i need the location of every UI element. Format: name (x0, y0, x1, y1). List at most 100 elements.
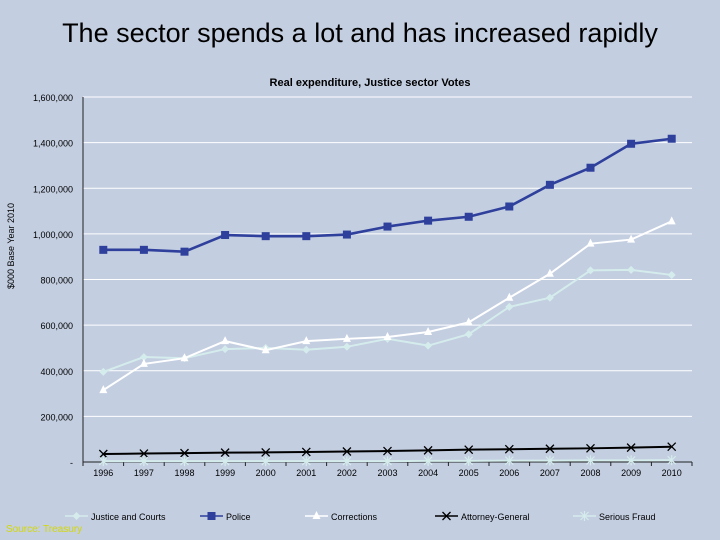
data-point (302, 336, 311, 345)
series-layer (98, 134, 677, 467)
y-tick-label: 1,200,000 (33, 184, 73, 194)
series-attorney-general (98, 442, 677, 459)
data-point (586, 443, 595, 453)
x-tick-label: 2007 (540, 468, 560, 478)
data-point (139, 358, 148, 367)
data-point (442, 511, 451, 521)
data-point (99, 385, 108, 394)
series-line (102, 220, 673, 391)
data-point (302, 232, 311, 241)
data-point (545, 180, 554, 189)
data-point (505, 292, 514, 301)
y-tick-label: 600,000 (40, 321, 73, 331)
x-tick-label: 1997 (134, 468, 154, 478)
legend-item: Corrections (305, 511, 378, 522)
axes: - 200,000 400,000 600,000 800,000 1,000,000 1,… (33, 93, 693, 478)
data-point (221, 336, 230, 345)
data-point (504, 444, 514, 454)
y-tick-label: - (70, 458, 73, 468)
chart-title: Real expenditure, Justice sector Votes (270, 77, 471, 89)
data-point (626, 443, 636, 453)
data-point (423, 455, 433, 466)
legend-label: Serious Fraud (599, 512, 656, 522)
x-tick-label: 2002 (337, 468, 357, 478)
data-point (667, 455, 677, 466)
data-point (342, 230, 351, 239)
data-point (220, 456, 230, 467)
legend-item: Attorney-General (435, 511, 530, 522)
data-point (261, 345, 270, 354)
data-point (545, 444, 555, 454)
data-point (586, 163, 595, 172)
data-point (586, 238, 595, 247)
slide-title: The sector spends a lot and has increase… (62, 18, 658, 48)
x-tick-label: 2010 (662, 468, 682, 478)
grid-lines (83, 96, 692, 417)
x-tick-label: 2008 (580, 468, 600, 478)
data-point (505, 302, 514, 311)
series-corrections (99, 216, 676, 394)
data-point (383, 331, 392, 340)
data-point (139, 449, 149, 459)
x-tick-label: 2005 (459, 468, 479, 478)
data-point (180, 456, 189, 467)
data-point (207, 512, 216, 520)
legend-label: Police (226, 512, 251, 522)
data-point (667, 134, 676, 143)
data-point (383, 222, 392, 231)
data-point (667, 442, 677, 452)
data-point (99, 367, 108, 376)
data-point (221, 231, 230, 240)
data-point (221, 345, 230, 354)
x-tick-label: 2004 (418, 468, 438, 478)
x-tick-label: 1996 (93, 468, 113, 478)
legend-label: Attorney-General (461, 512, 530, 522)
data-point (98, 456, 108, 467)
x-tick-label: 2003 (377, 468, 397, 478)
x-tick-label: 1998 (174, 468, 194, 478)
data-point (139, 456, 149, 467)
data-point (180, 448, 189, 458)
data-point (627, 265, 636, 274)
legend-item: Police (200, 512, 251, 522)
data-point (505, 202, 514, 211)
data-point (261, 232, 270, 241)
data-point (580, 511, 589, 521)
source-note: Source: Treasury (6, 524, 83, 535)
data-point (424, 326, 433, 335)
legend-label: Corrections (331, 512, 378, 522)
y-tick-label: 1,000,000 (33, 230, 73, 240)
x-tick-label: 2001 (296, 468, 316, 478)
y-axis-title: $000 Base Year 2010 (6, 203, 16, 289)
data-point (220, 448, 230, 458)
data-point (301, 447, 311, 457)
series-line (103, 137, 672, 253)
data-point (342, 342, 351, 351)
x-tick-label: 1999 (215, 468, 235, 478)
data-point (342, 333, 351, 342)
legend: Justice and Courts Police Corrections Attor… (65, 511, 656, 522)
data-point (586, 266, 595, 275)
series-serious-fraud (98, 455, 677, 467)
legend-item: Justice and Courts (65, 512, 166, 522)
data-point (180, 247, 189, 256)
data-point (464, 212, 473, 221)
data-point (424, 341, 433, 350)
data-point (139, 245, 148, 254)
legend-label: Justice and Courts (91, 512, 166, 522)
data-point (301, 456, 311, 467)
data-point (261, 447, 271, 457)
data-point (545, 455, 555, 466)
y-tick-label: 400,000 (40, 367, 73, 377)
x-tick-label: 2006 (499, 468, 519, 478)
data-point (424, 216, 433, 225)
data-point (342, 447, 352, 456)
data-point (667, 216, 676, 225)
data-point (464, 317, 473, 326)
data-point (72, 512, 81, 520)
data-point (99, 245, 108, 254)
y-tick-label: 1,400,000 (33, 139, 73, 149)
y-tick-label: 800,000 (40, 276, 73, 286)
data-point (180, 353, 189, 362)
